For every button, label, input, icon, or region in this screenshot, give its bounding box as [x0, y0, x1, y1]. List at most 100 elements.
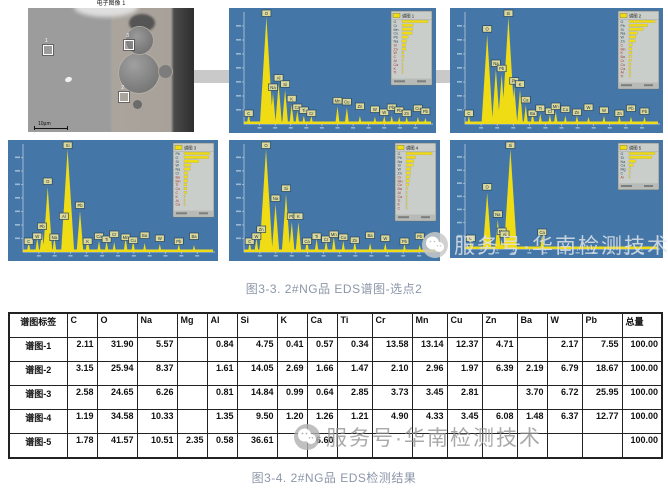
peak-label-box: Si	[62, 141, 73, 149]
table-cell: 6.72	[546, 385, 583, 410]
table-cell: 2.10	[371, 361, 413, 386]
svg-text:Pb: Pb	[176, 239, 182, 244]
svg-text:Zn: Zn	[617, 111, 623, 116]
column-header: 总量	[621, 312, 663, 338]
gray-connector-bar	[436, 70, 451, 83]
svg-text:O: O	[486, 185, 490, 190]
peak-label-box: Pb	[414, 232, 425, 240]
table-cell: 0.99	[276, 385, 308, 410]
column-header: Si	[236, 312, 278, 338]
sem-bubble-large	[119, 52, 160, 93]
column-header: Na	[136, 312, 178, 338]
column-header: C	[66, 312, 98, 338]
table-cell: 4.90	[371, 409, 413, 434]
table-cell: 10.51	[136, 433, 178, 459]
table-cell: 18.67	[581, 361, 623, 386]
svg-text:O: O	[265, 11, 269, 16]
svg-text:Na: Na	[493, 61, 499, 66]
table-cell: 12.37	[446, 337, 483, 362]
svg-text:Pb: Pb	[39, 224, 45, 229]
svg-text:Zn: Zn	[404, 111, 410, 116]
svg-text:Zn: Zn	[398, 172, 402, 176]
table-cell: 3.73	[371, 385, 413, 410]
peak-label-box: Si	[505, 141, 516, 149]
svg-text:Mn: Mn	[394, 28, 399, 32]
table-cell: 1.61	[206, 361, 238, 386]
svg-text:Ca: Ca	[621, 67, 626, 71]
table-cell: 100.00	[621, 385, 663, 410]
table-cell: 4.75	[236, 337, 278, 362]
row-label-cell: 谱图-1	[8, 337, 68, 362]
svg-text:Mn: Mn	[553, 104, 559, 109]
table-cell: 100.00	[621, 337, 663, 362]
peak-label-box: Cr	[306, 109, 317, 117]
table-cell: 0.34	[336, 337, 373, 362]
peak-label-box: Si	[280, 80, 290, 88]
peak-label-box: Na	[49, 233, 60, 241]
table-cell: 2.81	[446, 385, 483, 410]
table-cell: 13.58	[371, 337, 413, 362]
svg-text:Si: Si	[283, 82, 287, 87]
svg-text:W: W	[35, 234, 39, 239]
peak-label-box: Zn	[355, 102, 365, 110]
svg-text:W: W	[587, 105, 591, 110]
table-cell: 0.58	[206, 433, 238, 459]
sem-selection-marker: 3	[124, 33, 135, 51]
table-cell	[516, 337, 548, 362]
svg-text:K: K	[519, 82, 522, 87]
svg-text:Cr: Cr	[176, 172, 181, 176]
svg-text:Zn: Zn	[574, 110, 580, 115]
column-header: Ca	[306, 312, 338, 338]
table-cell	[176, 361, 208, 386]
table-cell: 6.79	[546, 361, 583, 386]
svg-text:Pb: Pb	[499, 66, 505, 71]
svg-text:Na: Na	[394, 40, 399, 44]
table-cell: 2.85	[336, 385, 373, 410]
svg-text:Na: Na	[398, 160, 403, 164]
svg-text:Cr: Cr	[398, 175, 403, 179]
peak-label-box: Zn	[614, 109, 625, 117]
sem-bubble-medium	[125, 26, 153, 54]
table-cell: 41.57	[96, 433, 138, 459]
peak-label-box: Na	[268, 83, 278, 91]
table-cell: 1.20	[276, 409, 308, 434]
table-cell: 9.50	[236, 409, 278, 434]
svg-text:Ti: Ti	[621, 75, 624, 79]
svg-text:Zn: Zn	[357, 104, 363, 109]
peak-label-box: Mn	[328, 230, 339, 238]
peak-label-box: W	[154, 234, 165, 242]
svg-text:Pb: Pb	[402, 239, 408, 244]
svg-text:Ca: Ca	[621, 164, 626, 168]
column-header: Cr	[371, 312, 413, 338]
svg-text:Ba: Ba	[176, 175, 180, 179]
peak-label-box: Pb	[173, 237, 184, 245]
table-cell	[481, 433, 518, 459]
peak-label-box: Ti	[311, 232, 322, 240]
table-cell: 0.84	[206, 337, 238, 362]
eds-spectrum-2: C O Na Pb Si Pb K Ca Ba Ti Cr Mn Cu Zn W W Zn Pb Pb 谱图 2 O Pb…	[450, 8, 663, 133]
peak-label-box: O	[261, 141, 271, 149]
svg-text:Ti: Ti	[394, 71, 397, 75]
peak-label-box: C	[244, 237, 255, 245]
table-cell: 13.14	[411, 337, 448, 362]
table-cell	[371, 433, 413, 459]
table-cell	[176, 385, 208, 410]
table-cell: 6.08	[481, 409, 518, 434]
svg-text:O: O	[621, 152, 624, 156]
svg-text:K: K	[176, 195, 179, 199]
svg-text:Cu: Cu	[415, 106, 421, 111]
table-cell: 1.47	[336, 361, 373, 386]
peak-label-box: Cu	[341, 98, 352, 106]
table-cell: 0.81	[206, 385, 238, 410]
svg-text:Ca: Ca	[540, 230, 546, 235]
peak-label-box: Mn	[332, 97, 343, 105]
svg-text:W: W	[602, 108, 606, 113]
table-cell: 2.35	[176, 433, 208, 459]
svg-text:Si: Si	[394, 43, 397, 47]
svg-text:Ca: Ca	[295, 105, 301, 110]
